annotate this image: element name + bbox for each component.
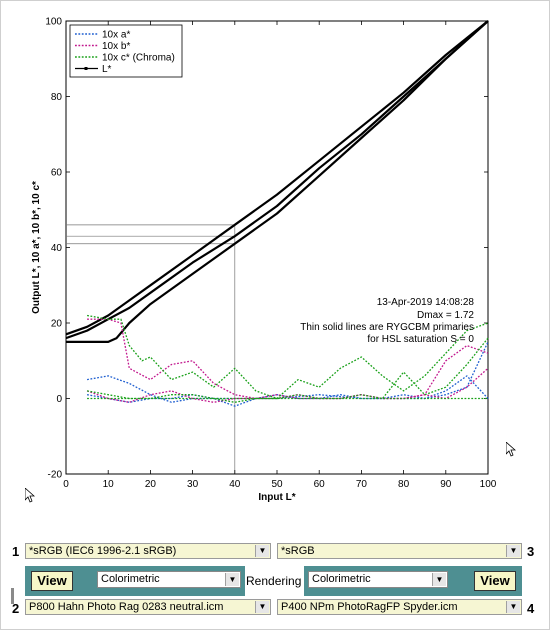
x-tick-label: 80	[398, 479, 410, 490]
legend-marker	[84, 67, 88, 70]
profile-3-number: 3	[527, 544, 535, 559]
legend-label: 10x b*	[102, 41, 130, 52]
series-line-10x-c-chroma-	[86, 337, 489, 403]
plot-area	[65, 20, 489, 475]
profile-2-select[interactable]: P800 Hahn Photo Rag 0283 neutral.icm ▼	[25, 599, 271, 615]
x-tick-label: 50	[271, 479, 283, 490]
chevron-down-icon[interactable]: ▼	[255, 601, 269, 613]
annotation-text: 13-Apr-2019 14:08:28	[377, 297, 475, 308]
chevron-down-icon[interactable]: ▼	[255, 545, 269, 557]
view-right-button[interactable]: View	[474, 571, 516, 591]
y-tick-label: 60	[51, 168, 63, 179]
x-tick-label: 100	[480, 479, 497, 490]
x-tick-label: 40	[229, 479, 241, 490]
y-tick-label: 40	[51, 243, 63, 254]
x-tick-label: 70	[356, 479, 368, 490]
y-tick-label: 20	[51, 319, 63, 330]
annotation-text: Thin solid lines are RYGCBM primaries	[300, 322, 474, 333]
profile-3-value: *sRGB	[281, 545, 315, 557]
y-axis-title: Output L*, 10 a*, 10 b*, 10 c*	[31, 181, 42, 314]
annotation-text: for HSL saturation S = 0	[367, 334, 474, 345]
chevron-down-icon[interactable]: ▼	[225, 573, 239, 586]
chevron-down-icon[interactable]: ▼	[506, 601, 520, 613]
legend-label: 10x c* (Chroma)	[102, 53, 175, 64]
legend-label: 10x a*	[102, 30, 130, 41]
lstar-plot: 0 10 20 30 40 50 60 70 80 90 100 -20 0 20 40 60 80 100 Inp…	[31, 17, 497, 504]
profile-4-number: 4	[527, 601, 535, 616]
intent-right-value: Colorimetric	[312, 573, 371, 585]
x-tick-label: 0	[63, 479, 69, 490]
profile-1-select[interactable]: *sRGB (IEC6 1996-2.1 sRGB) ▼	[25, 543, 271, 559]
y-tick-label: 80	[51, 92, 63, 103]
intent-left-select[interactable]: Colorimetric ▼	[97, 571, 241, 588]
x-tick-label: 90	[440, 479, 452, 490]
view-left-button[interactable]: View	[31, 571, 73, 591]
profile-4-value: P400 NPm PhotoRagFP Spyder.icm	[281, 601, 458, 613]
series-line-lstar	[65, 20, 489, 336]
profile-1-number: 1	[12, 544, 20, 559]
chart-svg: 0 10 20 30 40 50 60 70 80 90 100-20020406080100Inp…	[31, 17, 497, 504]
chevron-down-icon[interactable]: ▼	[506, 545, 520, 557]
series-line-10x-b-	[86, 344, 489, 403]
intent-right-select[interactable]: Colorimetric ▼	[308, 571, 448, 588]
rendering-label: Rendering	[246, 574, 302, 588]
legend-label: L*	[102, 64, 112, 75]
profile-2-value: P800 Hahn Photo Rag 0283 neutral.icm	[29, 601, 224, 613]
x-tick-label: 60	[314, 479, 326, 490]
profile-1-value: *sRGB (IEC6 1996-2.1 sRGB)	[29, 545, 177, 557]
profile-2-number: 2	[12, 601, 20, 616]
x-tick-label: 10	[103, 479, 115, 490]
profile-3-select[interactable]: *sRGB ▼	[277, 543, 522, 559]
x-axis-title: Input L*	[258, 492, 295, 503]
intent-left-value: Colorimetric	[101, 573, 160, 585]
resize-handle[interactable]	[11, 588, 14, 604]
profile-4-select[interactable]: P400 NPm PhotoRagFP Spyder.icm ▼	[277, 599, 522, 615]
annotation-text: Dmax = 1.72	[417, 310, 474, 321]
y-tick-label: -20	[48, 470, 63, 481]
y-tick-label: 0	[56, 394, 62, 405]
x-tick-label: 20	[145, 479, 157, 490]
x-tick-label: 30	[187, 479, 199, 490]
chevron-down-icon[interactable]: ▼	[432, 573, 446, 586]
y-tick-label: 100	[45, 17, 62, 28]
series-line-lstar	[66, 20, 489, 343]
